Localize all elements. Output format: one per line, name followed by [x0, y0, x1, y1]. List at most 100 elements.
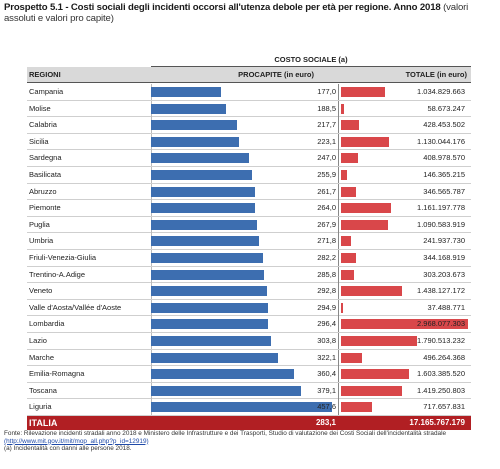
column-divider — [338, 299, 339, 316]
table-row: Calabria 217,7 428.453.502 — [27, 117, 471, 134]
percapita-bar — [151, 153, 249, 164]
column-divider — [338, 249, 339, 266]
region-name: Basilicata — [29, 169, 62, 179]
total-bar — [341, 402, 372, 413]
total-value: 1.438.127.172 — [417, 286, 465, 296]
percapita-value: 188,5 — [317, 103, 336, 113]
total-value: 1.161.197.778 — [417, 203, 465, 213]
table-row: Marche 322,1 496.264.368 — [27, 349, 471, 367]
percapita-bar — [151, 120, 237, 131]
percapita-value: 267,9 — [317, 219, 336, 229]
region-name: Lombardia — [29, 319, 65, 329]
total-bar — [341, 136, 389, 147]
total-bar — [341, 120, 359, 131]
region-name: Puglia — [29, 219, 50, 229]
percapita-bar — [151, 369, 294, 380]
region-name: Campania — [29, 87, 64, 96]
column-divider — [338, 233, 339, 250]
total-value: 1.790.513.232 — [417, 335, 465, 345]
table-row: Umbria 271,8 241.937.730 — [27, 233, 471, 250]
title-main: Prospetto 5.1 - Costi sociali degli inci… — [4, 2, 441, 13]
total-bar — [341, 252, 356, 263]
region-name: Piemonte — [29, 203, 61, 213]
total-bar — [341, 369, 409, 380]
total-bar — [341, 219, 388, 230]
column-header-row: REGIONI PROCAPITE (in euro) TOTALE (in e… — [27, 67, 471, 83]
region-name: Umbria — [29, 236, 54, 246]
region-name: Emilia-Romagna — [29, 369, 85, 379]
percapita-bar — [151, 286, 267, 297]
percapita-value: 217,7 — [317, 120, 336, 130]
total-value: 303.203.673 — [423, 269, 465, 279]
percapita-value: 296,4 — [317, 319, 336, 329]
total-bar — [341, 269, 354, 280]
percapita-bar — [151, 269, 264, 280]
column-divider — [338, 84, 339, 100]
percapita-value: 294,9 — [317, 302, 336, 312]
table-body: Campania 177,0 1.034.829.663 Molise 188,5 58.… — [27, 84, 471, 430]
source-text: Fonte: Rilevazione incidenti stradali an… — [4, 430, 447, 437]
total-bar — [341, 203, 391, 214]
percapita-bar — [151, 136, 239, 147]
region-name: Liguria — [29, 402, 52, 412]
percapita-bar — [151, 87, 221, 97]
percapita-value: 292,8 — [317, 286, 336, 296]
percapita-value: 177,0 — [317, 87, 336, 96]
column-divider — [338, 117, 339, 134]
total-bar — [341, 302, 343, 313]
total-value: 428.453.502 — [423, 120, 465, 130]
region-name: Veneto — [29, 286, 53, 296]
column-divider — [338, 382, 339, 399]
table-row: Veneto 292,8 1.438.127.172 — [27, 283, 471, 300]
table-row: Toscana 379,1 1.419.250.803 — [27, 382, 471, 400]
table-row: Basilicata 255,9 146.365.215 — [27, 166, 471, 184]
total-value: 146.365.215 — [423, 169, 465, 179]
percapita-value: 379,1 — [317, 385, 336, 395]
total-value: 1.419.250.803 — [417, 385, 465, 395]
table-row: Liguria 457,6 717.657.831 — [27, 399, 471, 416]
total-value: 1.034.829.663 — [417, 87, 465, 96]
column-divider — [338, 349, 339, 366]
total-row-name: ITALIA — [29, 418, 58, 428]
table-row: Emilia-Romagna 360,4 1.603.385.520 — [27, 366, 471, 383]
column-divider — [338, 366, 339, 383]
percapita-value: 223,1 — [317, 136, 336, 146]
percapita-value: 261,7 — [317, 186, 336, 196]
table-row: Piemonte 264,0 1.161.197.778 — [27, 200, 471, 217]
source-link[interactable]: (http://www.mit.gov.it/mit/mop_all.php?p… — [4, 437, 149, 445]
page-title: Prospetto 5.1 - Costi sociali degli inci… — [4, 2, 498, 24]
percapita-bar — [151, 252, 263, 263]
total-value: 1.603.385.520 — [417, 369, 465, 379]
percapita-bar — [151, 402, 332, 413]
percapita-value: 322,1 — [317, 352, 336, 362]
region-name: Abruzzo — [29, 186, 57, 196]
percapita-value: 271,8 — [317, 236, 336, 246]
column-divider — [338, 332, 339, 349]
total-bar — [341, 87, 385, 97]
total-bar — [341, 319, 468, 330]
total-value: 2.968.077.303 — [417, 319, 465, 329]
total-value: 1.090.583.919 — [417, 219, 465, 229]
table-row: Sicilia 223,1 1.130.044.176 — [27, 133, 471, 151]
percapita-bar — [151, 302, 268, 313]
total-bar — [341, 169, 347, 180]
total-bar — [341, 153, 358, 164]
percapita-value: 285,8 — [317, 269, 336, 279]
column-divider — [338, 283, 339, 300]
region-name: Molise — [29, 103, 51, 113]
region-name: Valle d'Aosta/Vallée d'Aoste — [29, 302, 122, 312]
total-value: 408.978.570 — [423, 153, 465, 163]
table-row: Molise 188,5 58.673.247 — [27, 100, 471, 118]
total-bar — [341, 103, 344, 114]
table-row: Friuli-Venezia-Giulia 282,2 344.168.919 — [27, 249, 471, 267]
region-name: Marche — [29, 352, 55, 362]
total-value: 717.657.831 — [423, 402, 465, 412]
table-row: Puglia 267,9 1.090.583.919 — [27, 216, 471, 234]
column-divider — [338, 266, 339, 283]
percapita-bar — [151, 236, 259, 247]
total-value: 241.937.730 — [423, 236, 465, 246]
percapita-bar — [151, 103, 226, 114]
column-divider — [338, 216, 339, 233]
total-bar — [341, 186, 356, 197]
total-row-total: 17.165.767.179 — [409, 418, 465, 427]
